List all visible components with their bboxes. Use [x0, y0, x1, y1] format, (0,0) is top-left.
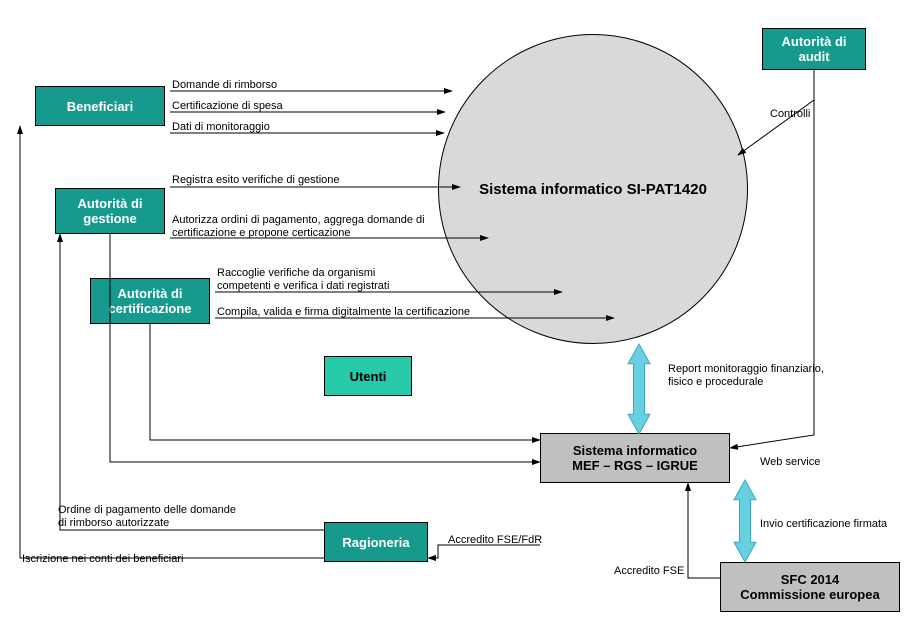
utenti-box: Utenti — [324, 356, 412, 396]
edge-label-l2: Certificazione di spesa — [172, 100, 283, 113]
edge-label-iscriz: Iscrizione nei conti dei beneficiari — [22, 553, 183, 566]
sipat-circle: Sistema informatico SI-PAT1420 — [438, 34, 748, 344]
adg-box: Autorità di gestione — [55, 188, 165, 234]
sfc-label: SFC 2014 Commissione europea — [740, 572, 879, 602]
ragioneria-box: Ragioneria — [324, 522, 428, 562]
adc-box: Autorità di certificazione — [90, 278, 210, 324]
edge-label-report: Report monitoraggio finanziario, fisico … — [668, 363, 824, 389]
edge-label-ordine: Ordine di pagamento delle domande di rim… — [58, 504, 236, 530]
adc-label: Autorità di certificazione — [108, 286, 191, 316]
edge-label-acc2: Accredito FSE — [614, 565, 684, 578]
sfc-box: SFC 2014 Commissione europea — [720, 562, 900, 612]
utenti-label: Utenti — [350, 369, 387, 384]
edge-label-l7: Compila, valida e firma digitalmente la … — [217, 306, 470, 319]
edge-label-controlli: Controlli — [770, 108, 810, 121]
edge-label-l1: Domande di rimborso — [172, 79, 277, 92]
edge-label-l3: Dati di monitoraggio — [172, 121, 270, 134]
edge-label-acc1: Accredito FSE/FdR — [448, 534, 542, 547]
adg-label: Autorità di gestione — [78, 196, 143, 226]
edge-label-l4: Registra esito verifiche di gestione — [172, 174, 340, 187]
edge-label-invio: Invio certificazione firmata — [760, 518, 887, 531]
ragioneria-label: Ragioneria — [342, 535, 409, 550]
mef-label: Sistema informatico MEF – RGS – IGRUE — [572, 443, 698, 473]
ada-label: Autorità di audit — [782, 34, 847, 64]
sipat-label: Sistema informatico SI-PAT1420 — [479, 181, 707, 198]
edge-label-websvc: Web service — [760, 456, 820, 469]
edge-label-l6: Raccoglie verifiche da organismi compete… — [217, 267, 389, 293]
ada-box: Autorità di audit — [762, 28, 866, 70]
edge-label-l5: Autorizza ordini di pagamento, aggrega d… — [172, 214, 425, 240]
beneficiari-box: Beneficiari — [35, 86, 165, 126]
mef-box: Sistema informatico MEF – RGS – IGRUE — [540, 433, 730, 483]
beneficiari-label: Beneficiari — [67, 99, 133, 114]
